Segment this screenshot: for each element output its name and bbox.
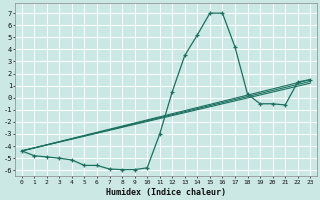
X-axis label: Humidex (Indice chaleur): Humidex (Indice chaleur) [106, 188, 226, 197]
